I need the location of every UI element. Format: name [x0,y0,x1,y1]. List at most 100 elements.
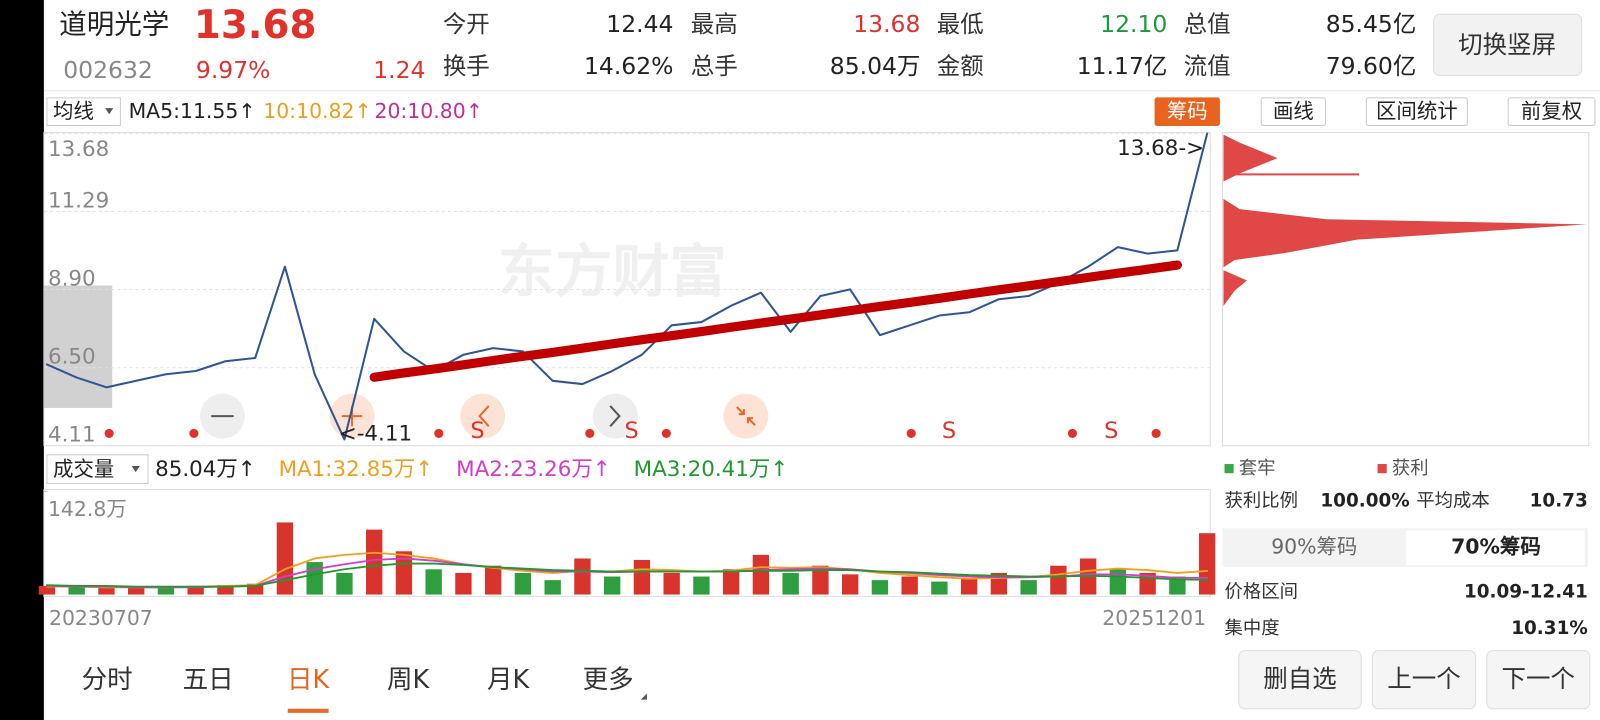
volume-bar [1169,576,1186,595]
ma-legend: 20:10.80↑ [374,99,482,123]
stat-label: 总值 [1184,10,1231,38]
signal-label: S [625,418,639,444]
toolbar-tab-label: 筹码 [1167,99,1208,123]
action-button-label: 删自选 [1263,664,1336,693]
volume-bar [901,576,918,595]
period-tab: 五日 [183,665,234,695]
volume-bar [484,565,502,595]
scroll-left[interactable] [460,393,506,439]
scroll-right[interactable] [592,393,638,439]
volume-selector[interactable] [46,454,149,484]
volume-bar [1020,580,1037,595]
stat-value: 12.10 [1100,10,1167,38]
chip-value: 100.00% [1320,491,1409,512]
trend-line [369,260,1182,382]
toolbar-tab[interactable] [1260,97,1327,126]
chip-value: 10.09-12.41 [1464,582,1588,603]
y-tick-label: 6.50 [48,345,96,370]
stat-label: 金额 [937,52,984,80]
volume-current: 85.04万↑ [155,457,256,482]
toolbar-tab[interactable] [1365,97,1468,126]
volume-bar [1050,565,1067,595]
chip-value: 10.31% [1511,618,1587,639]
volume-bar [693,576,710,595]
volume-bar [722,569,740,595]
scroll-handle[interactable] [43,285,113,408]
legend-entry: MA2:23.26万↑ [456,457,611,482]
chip-value: 10.73 [1530,491,1588,512]
switch-button[interactable] [1433,13,1583,76]
y-tick-label: 13.68 [48,137,109,162]
y-tick-label: 142.8万 [48,497,127,521]
toolbar-tab-label: 画线 [1273,99,1314,123]
stock-code: 002632 [63,56,153,84]
volume-bar [365,529,383,595]
period-tab: 日K [287,665,331,695]
dropdown-arrow [105,108,114,115]
volume-bar [38,585,56,595]
volume-bar [128,586,145,595]
chip-label: 价格区间 [1224,582,1297,603]
volume-bar [425,569,442,595]
volume-ma-line [46,562,1209,588]
stat-label: 流值 [1184,52,1231,80]
toolbar-tab[interactable] [1154,97,1220,126]
signal-dots [104,428,1161,439]
chip-frame [1221,132,1590,447]
volume-bar [395,551,413,595]
y-tick-label: 8.90 [48,266,96,291]
chart-controls [200,393,769,439]
period-tab: 更多 [583,665,634,695]
action-button[interactable] [1371,650,1477,710]
stat-value: 12.44 [606,10,673,38]
volume-bar [187,585,204,595]
switch-button-label: 切换竖屏 [1458,30,1556,59]
toolbar-tab-label: 前复权 [1521,99,1582,123]
volume-bar [841,574,859,595]
period-tab: 周K [387,665,431,695]
action-button[interactable] [1486,650,1591,710]
stat-value: 11.17亿 [1077,52,1168,80]
volume-bar [68,587,85,595]
action-button-label: 下一个 [1502,664,1575,693]
stat-label: 最低 [937,10,984,38]
volume-bar [574,558,591,595]
volume-bar [157,587,175,595]
dropdown-arrow [131,466,140,473]
action-button[interactable] [1238,650,1362,710]
volume-bar [98,588,115,595]
stat-value: 79.60亿 [1326,52,1417,80]
stat-value: 85.45亿 [1326,10,1417,38]
stat-label: 换手 [443,52,490,80]
x-tick-label: 20251201 [1102,606,1206,630]
stat-label: 最高 [691,10,738,38]
left-edge [0,0,44,720]
toolbar-tab[interactable] [1507,97,1596,126]
action-button-label: 上一个 [1387,664,1460,693]
volume-bar [455,572,472,595]
signal-label: S [1104,418,1118,444]
more-arrow [640,693,647,700]
watermark: 东方财富 [498,239,727,305]
chip-tab-active[interactable] [1406,530,1585,565]
volume-bar [1109,569,1127,595]
period-tab: 分时 [82,665,133,695]
chip-distribution [1223,134,1587,306]
reset-zoom[interactable] [723,393,769,439]
volume-bar [752,554,770,595]
stat-value: 13.68 [853,10,920,38]
toolbar-tab-label: 区间统计 [1376,99,1458,123]
x-tick-label: 20230707 [49,606,153,630]
change: 1.24 [373,56,425,84]
volume-bar [931,581,948,595]
volume-bar [544,580,561,595]
stat-label: 总手 [691,52,738,80]
stat-value: 85.04万 [830,52,921,80]
volume-bar [514,572,532,595]
volume-bar [960,578,978,595]
volume-selector-label: 成交量 [53,457,114,481]
chip-label: 平均成本 [1416,491,1489,512]
chip-label: 获利比例 [1224,491,1297,512]
